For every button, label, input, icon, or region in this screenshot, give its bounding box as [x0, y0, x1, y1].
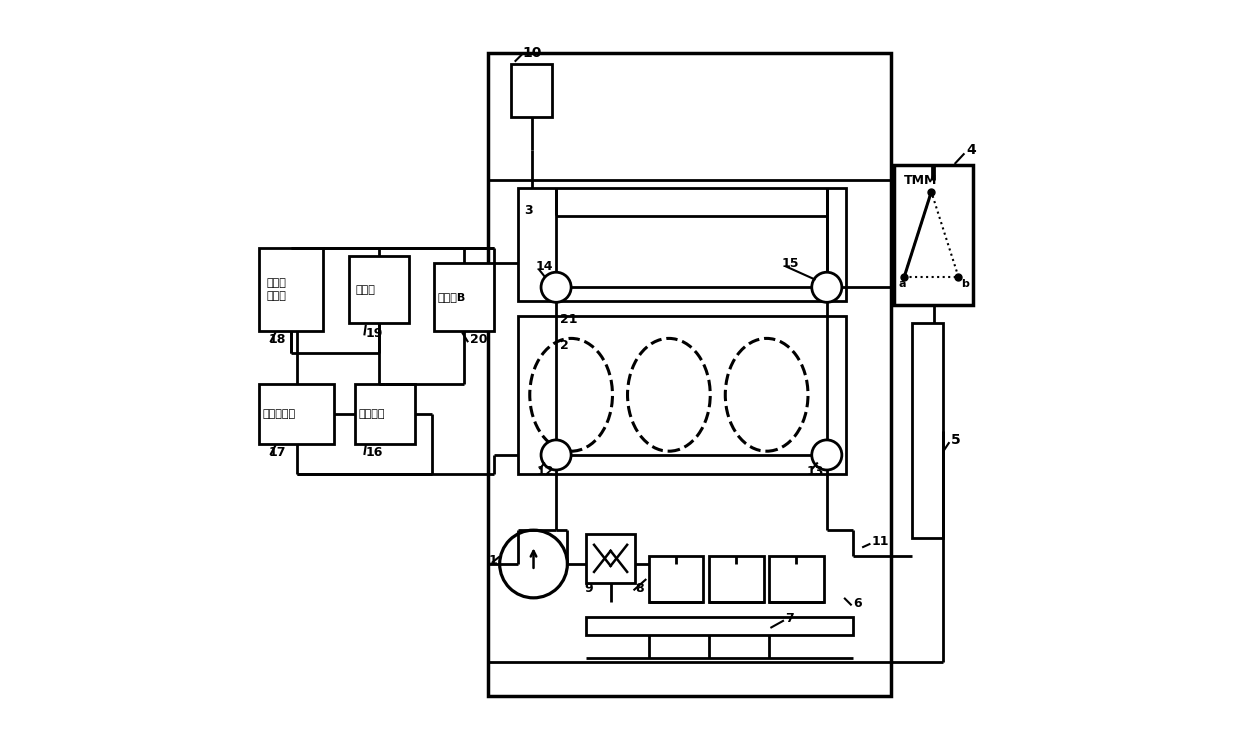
Bar [350, 256, 409, 323]
Bar [587, 617, 853, 635]
Text: TMM: TMM [904, 174, 937, 187]
Text: 7: 7 [785, 611, 794, 625]
Text: 18: 18 [268, 333, 285, 347]
Text: 1: 1 [489, 553, 497, 567]
Circle shape [541, 272, 572, 302]
Text: 4: 4 [966, 144, 976, 157]
Bar [434, 263, 494, 331]
Text: 19: 19 [366, 326, 383, 340]
Bar [649, 556, 703, 602]
Bar [911, 323, 944, 538]
Bar [587, 534, 635, 583]
Circle shape [812, 272, 842, 302]
Bar [709, 556, 764, 602]
Text: 6: 6 [853, 596, 862, 610]
Bar [518, 188, 846, 301]
Ellipse shape [725, 338, 808, 451]
Bar [259, 384, 335, 444]
Circle shape [541, 440, 572, 470]
Text: 15: 15 [781, 256, 799, 270]
Text: 2: 2 [559, 339, 569, 353]
Text: 8: 8 [635, 581, 644, 595]
Text: 蓄水壹B: 蓄水壹B [438, 292, 465, 302]
Bar [518, 316, 846, 474]
Bar [259, 248, 322, 331]
Text: 9: 9 [584, 581, 593, 595]
Text: a: a [898, 279, 905, 290]
Text: 5: 5 [951, 433, 961, 447]
Text: 12: 12 [537, 465, 554, 478]
Text: b: b [961, 279, 970, 290]
Text: 11: 11 [872, 535, 889, 548]
Circle shape [500, 530, 568, 598]
Text: 16: 16 [366, 446, 383, 459]
Text: 电子水泵: 电子水泵 [358, 408, 384, 419]
Text: 14: 14 [536, 260, 553, 274]
Text: 增压器
冷却器: 增压器 冷却器 [267, 278, 286, 301]
Circle shape [812, 440, 842, 470]
Text: 17: 17 [268, 446, 285, 459]
Text: 3: 3 [523, 204, 532, 217]
Bar [511, 64, 552, 117]
Text: 21: 21 [559, 313, 578, 326]
Bar [894, 165, 973, 305]
Bar [489, 53, 890, 696]
Text: 低温散热器: 低温散热器 [262, 408, 295, 419]
Bar [356, 384, 415, 444]
Bar [769, 556, 823, 602]
Text: 13: 13 [806, 465, 823, 478]
Ellipse shape [529, 338, 613, 451]
Text: 10: 10 [522, 46, 542, 59]
Ellipse shape [627, 338, 711, 451]
Text: 20: 20 [470, 333, 487, 347]
Text: 中冷器: 中冷器 [356, 284, 376, 295]
